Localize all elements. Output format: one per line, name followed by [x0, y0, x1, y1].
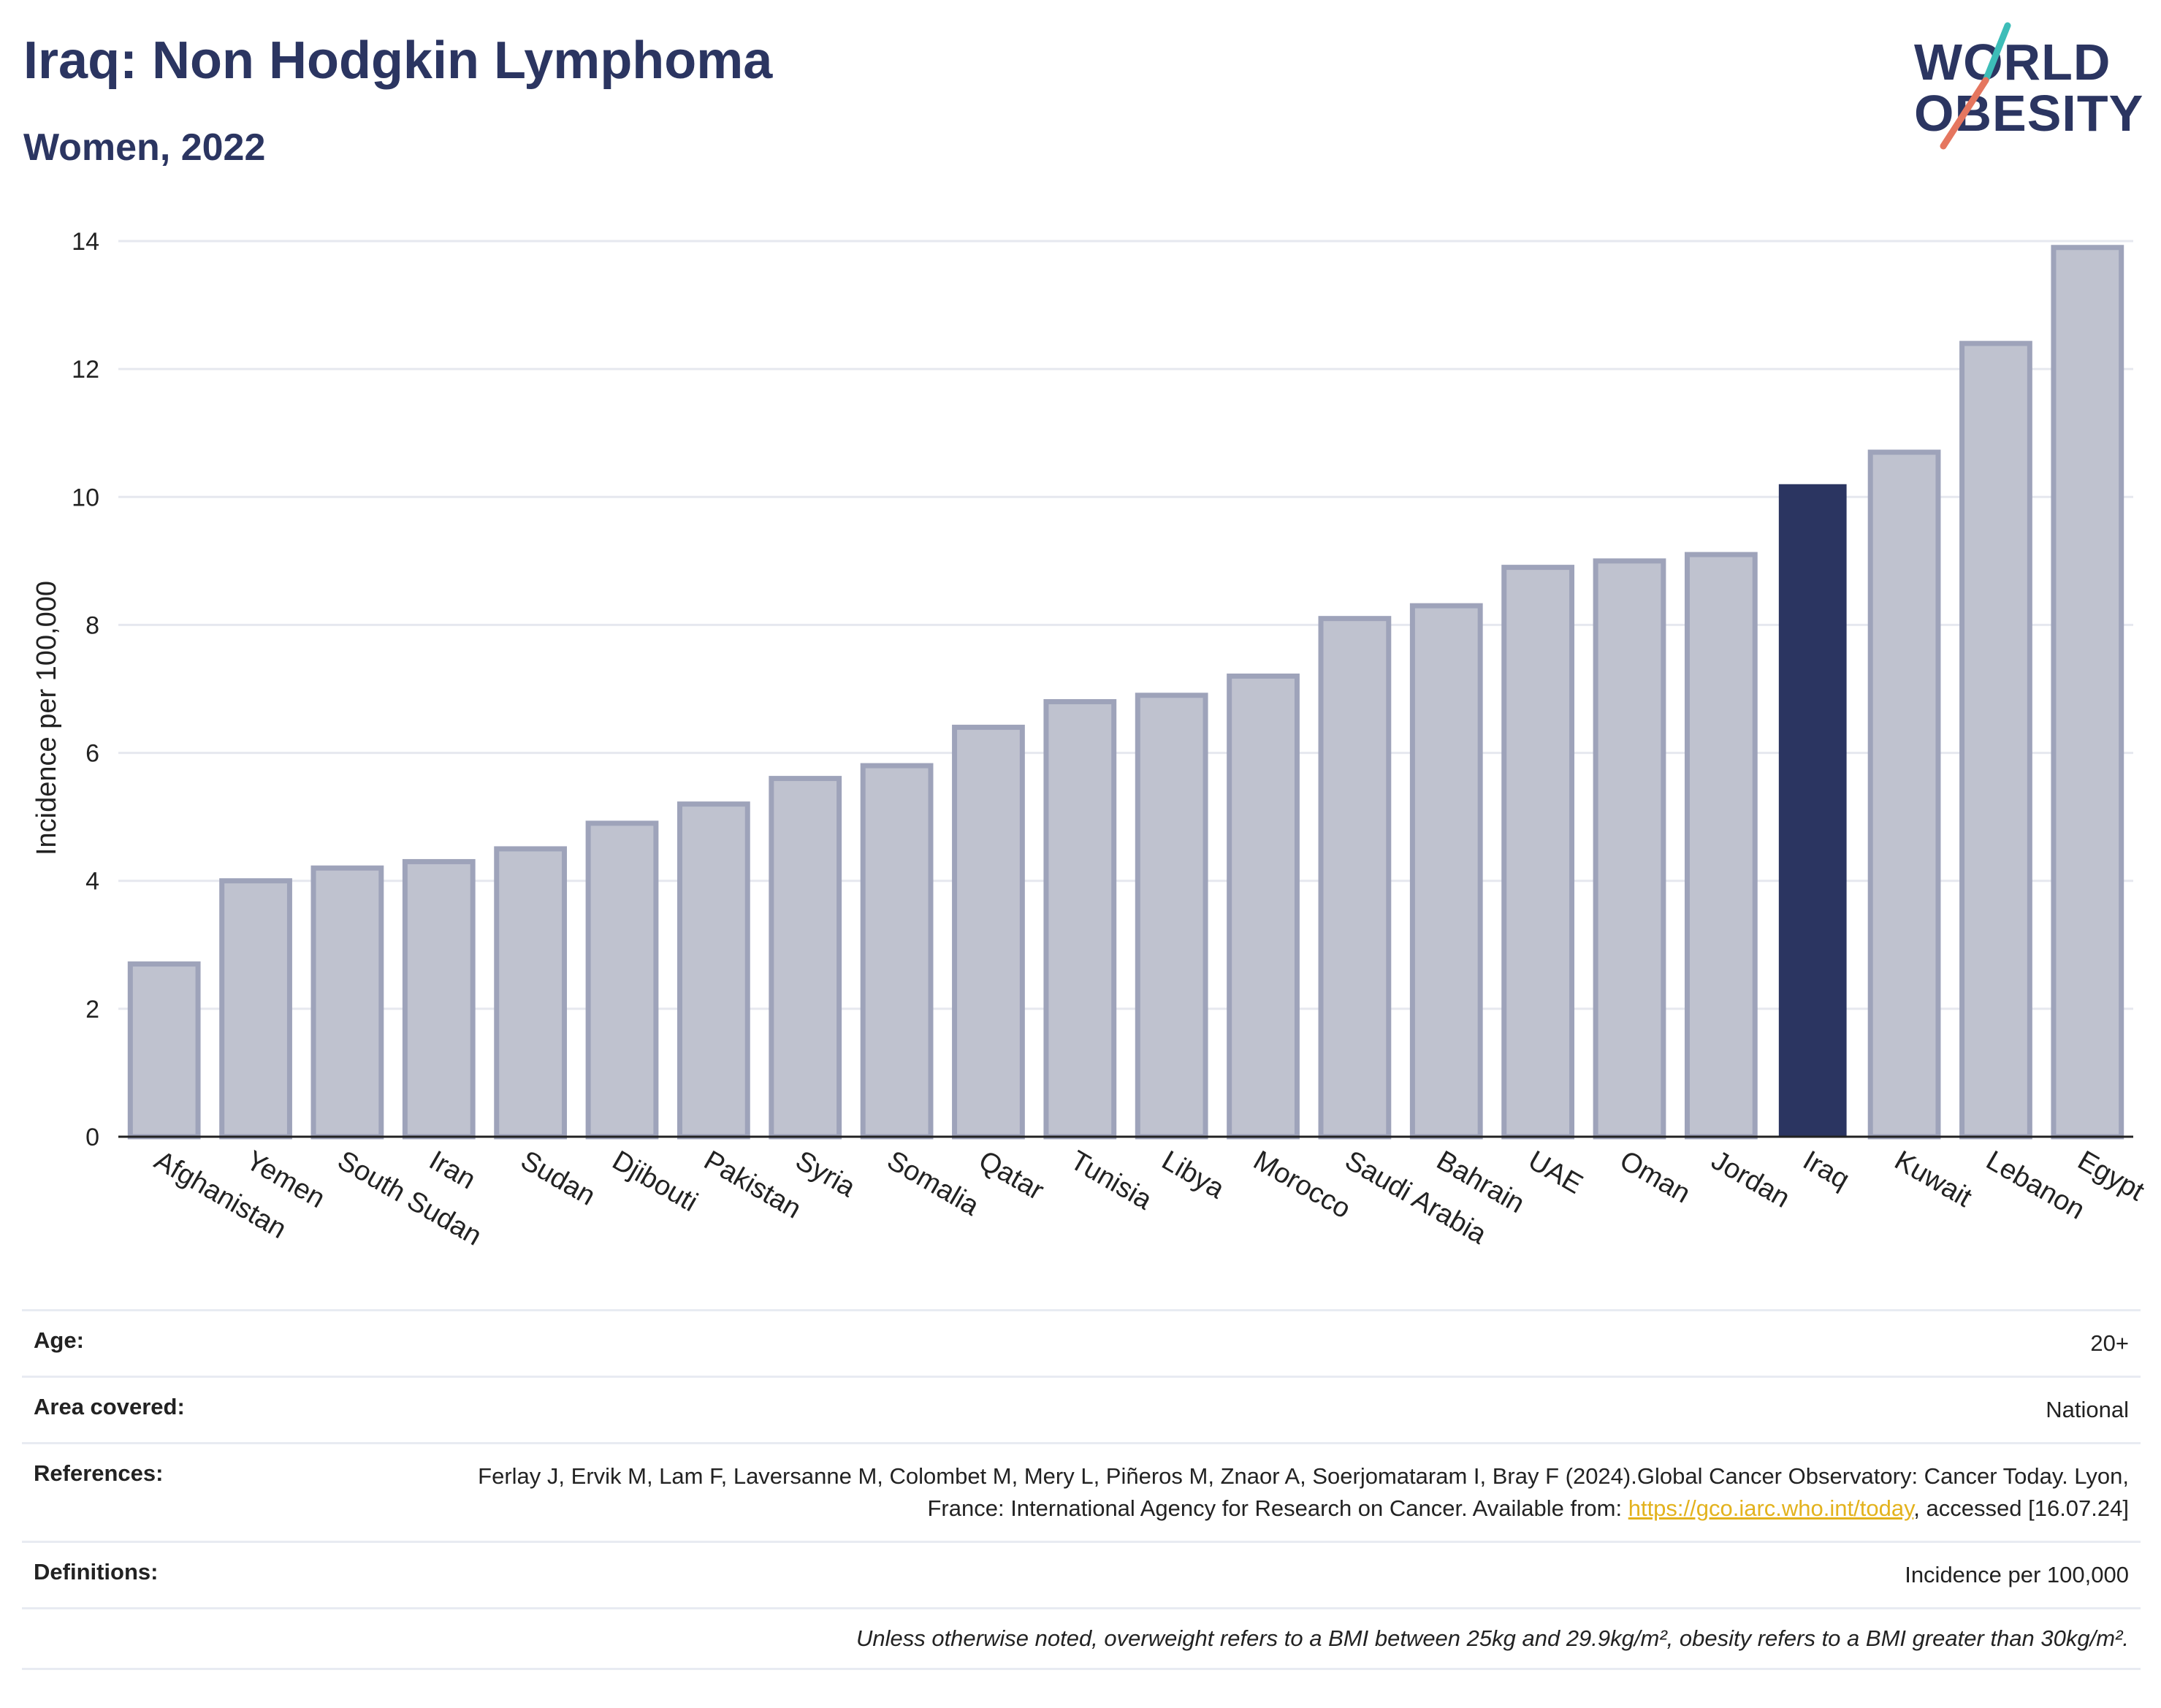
y-tick-label: 2 — [85, 996, 99, 1023]
info-row-references: References: Ferlay J, Ervik M, Lam F, La… — [22, 1442, 2141, 1541]
bar — [1409, 603, 1483, 1140]
bar — [494, 846, 568, 1140]
page-subtitle: Women, 2022 — [23, 126, 266, 169]
references-text-2: , accessed [16.07.24] — [1913, 1495, 2129, 1521]
age-value: 20+ — [2090, 1330, 2129, 1356]
x-tick-label: Tunisia — [1065, 1145, 1158, 1216]
bar — [585, 820, 659, 1140]
x-tick-label: Somalia — [882, 1145, 985, 1221]
bar — [1501, 565, 1575, 1140]
bar-highlighted — [1778, 484, 1847, 1137]
bar — [1135, 693, 1208, 1140]
bar — [1227, 673, 1300, 1140]
x-tick-label: Morocco — [1249, 1145, 1356, 1224]
references-link[interactable]: https://gco.iarc.who.int/today — [1628, 1495, 1914, 1521]
area-value: National — [2046, 1397, 2129, 1422]
y-tick-label: 12 — [72, 356, 99, 384]
age-label: Age: — [34, 1327, 84, 1353]
y-tick-label: 6 — [85, 740, 99, 768]
y-tick-label: 8 — [85, 611, 99, 639]
info-row-note: Unless otherwise noted, overweight refer… — [22, 1607, 2141, 1670]
x-tick-label: Qatar — [973, 1145, 1049, 1206]
bar — [769, 776, 842, 1140]
bar — [952, 725, 1025, 1140]
x-tick-label: Iran — [424, 1145, 481, 1195]
y-tick-label: 0 — [85, 1124, 99, 1151]
info-row-age: Age: 20+ — [22, 1309, 2141, 1376]
bar — [1043, 699, 1117, 1140]
y-tick-label: 14 — [72, 228, 99, 256]
x-tick-label: UAE — [1523, 1145, 1588, 1200]
bar — [676, 801, 750, 1140]
axes: 0 2 4 6 8 10 12 14 — [72, 228, 2133, 1151]
y-tick-label: 10 — [72, 484, 99, 511]
bar — [127, 961, 201, 1140]
world-obesity-logo: WORLD OBESITY — [1907, 22, 2148, 153]
bar — [1318, 616, 1392, 1140]
x-tick-label: Libya — [1156, 1145, 1230, 1205]
bar — [860, 763, 934, 1140]
x-tick-label: Oman — [1615, 1145, 1696, 1209]
y-tick-label: 4 — [85, 868, 99, 896]
definitions-value: Incidence per 100,000 — [1905, 1562, 2129, 1587]
x-tick-label: Jordan — [1706, 1145, 1795, 1213]
bar — [219, 878, 292, 1140]
info-table: Age: 20+ Area covered: National Referenc… — [22, 1309, 2141, 1670]
bar — [1867, 449, 1941, 1140]
bar — [1684, 552, 1758, 1140]
x-tick-label: Pakistan — [698, 1145, 806, 1224]
references-text-1: Ferlay J, Ervik M, Lam F, Laversanne M, … — [478, 1463, 2129, 1521]
page-title: Iraq: Non Hodgkin Lymphoma — [23, 31, 773, 90]
x-tick-label: Kuwait — [1889, 1145, 1977, 1213]
logo-line-1: WORLD — [1914, 34, 2111, 91]
x-tick-label: Iraq — [1798, 1145, 1855, 1195]
x-tick-label: Sudan — [516, 1145, 601, 1211]
references-label: References: — [34, 1460, 164, 1486]
references-value: Ferlay J, Ervik M, Lam F, Laversanne M, … — [463, 1460, 2129, 1525]
bar — [2051, 245, 2124, 1140]
y-axis-title: Incidence per 100,000 — [31, 581, 62, 855]
info-row-area: Area covered: National — [22, 1376, 2141, 1442]
bars — [127, 245, 2124, 1140]
definitions-label: Definitions: — [34, 1559, 159, 1585]
x-tick-label: Djibouti — [607, 1145, 703, 1218]
bmi-note: Unless otherwise noted, overweight refer… — [855, 1625, 2129, 1651]
bar — [1959, 340, 2032, 1140]
area-label: Area covered: — [34, 1394, 185, 1419]
logo-slash-icon — [1940, 22, 2011, 150]
info-row-definitions: Definitions: Incidence per 100,000 — [22, 1541, 2141, 1607]
bar — [310, 865, 384, 1140]
x-tick-label: Lebanon — [1981, 1145, 2089, 1225]
bar — [1593, 558, 1666, 1140]
bar — [402, 858, 476, 1140]
